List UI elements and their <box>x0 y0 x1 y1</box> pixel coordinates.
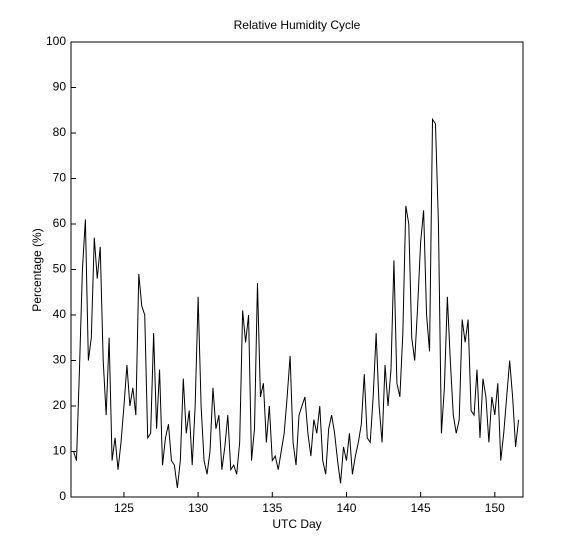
y-tick-label: 100 <box>46 34 66 48</box>
y-tick-label: 50 <box>53 262 67 276</box>
x-tick-label: 145 <box>411 501 431 515</box>
x-tick-label: 130 <box>188 501 208 515</box>
y-tick-label: 0 <box>59 489 66 503</box>
plot-area <box>70 41 524 498</box>
chart-title: Relative Humidity Cycle <box>234 18 361 32</box>
y-axis-label: Percentage (%) <box>30 228 44 311</box>
x-axis-label: UTC Day <box>272 517 321 531</box>
y-tick-label: 90 <box>53 80 67 94</box>
y-tick-label: 70 <box>53 171 67 185</box>
line <box>73 117 520 488</box>
x-tick-label: 150 <box>485 501 505 515</box>
x-tick-label: 135 <box>262 501 282 515</box>
y-tick-label: 10 <box>53 444 67 458</box>
y-tick-label: 80 <box>53 125 67 139</box>
y-tick-label: 30 <box>53 353 67 367</box>
y-tick-label: 60 <box>53 216 67 230</box>
x-tick-label: 140 <box>336 501 356 515</box>
x-tick-label: 125 <box>114 501 134 515</box>
y-tick-label: 20 <box>53 398 67 412</box>
y-tick-label: 40 <box>53 307 67 321</box>
